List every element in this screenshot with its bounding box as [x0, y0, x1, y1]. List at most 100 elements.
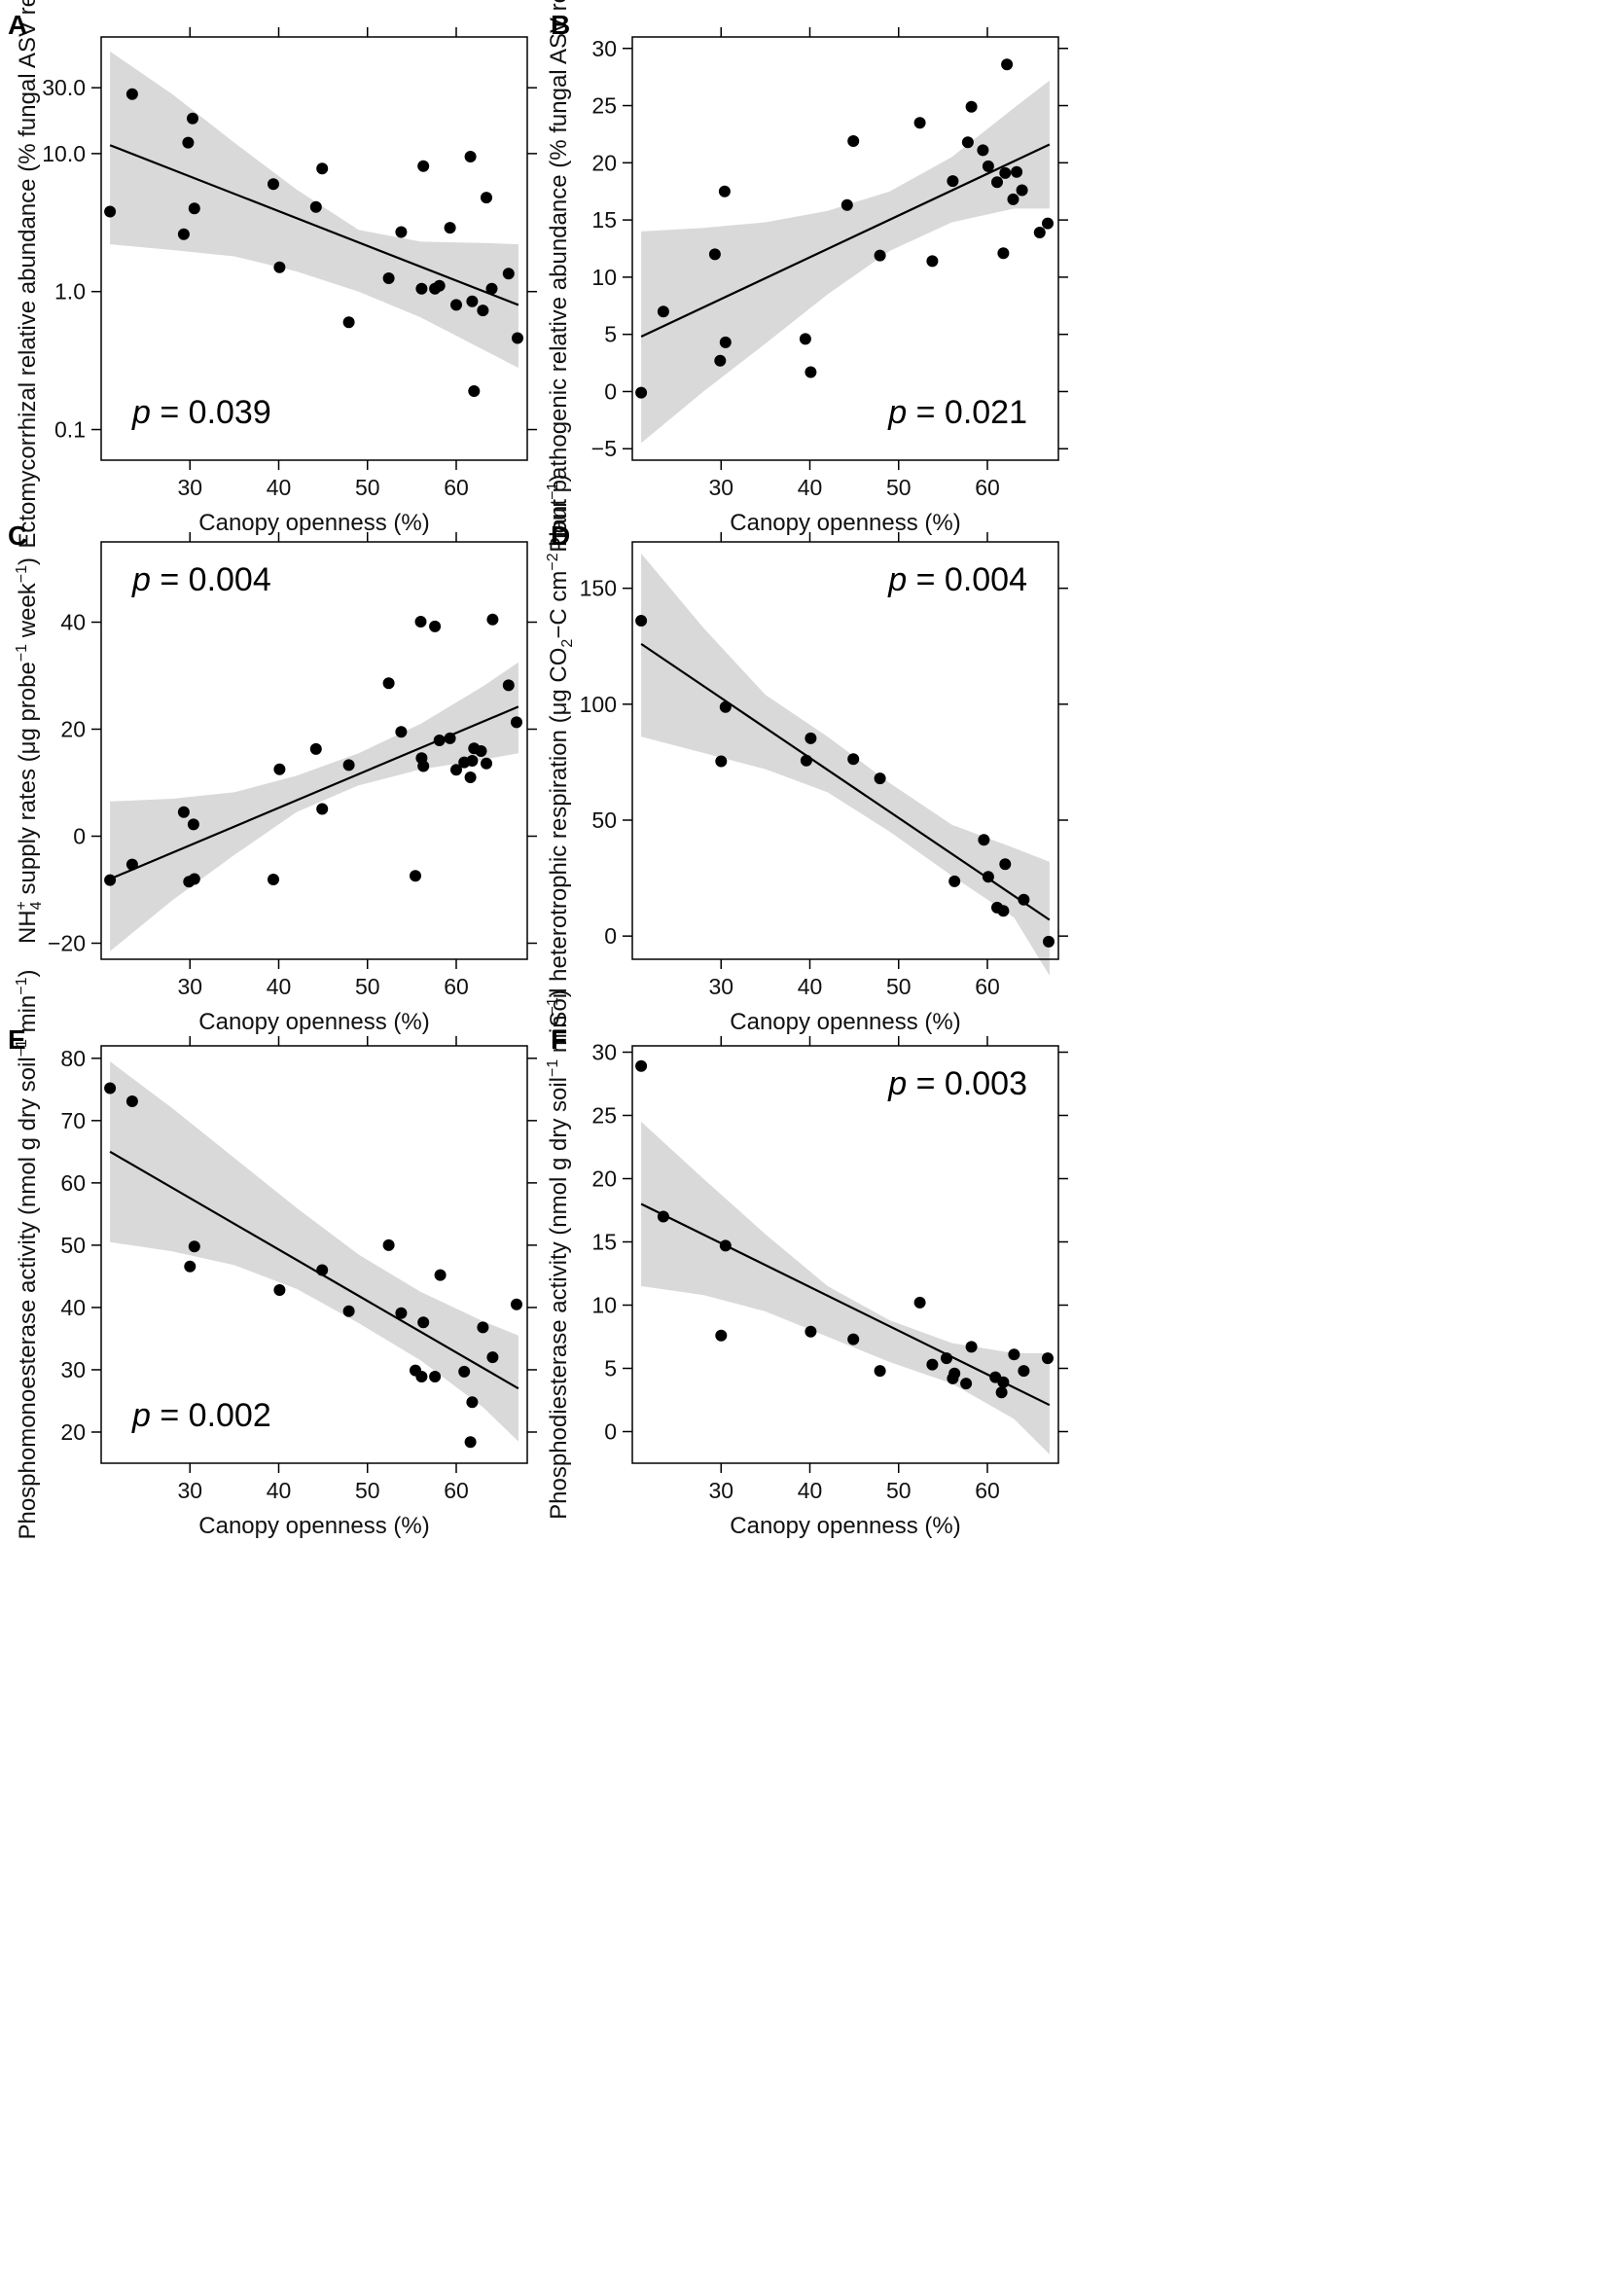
- y-axis-title-part: +: [14, 901, 30, 910]
- data-point: [948, 1367, 961, 1380]
- panel-letter: F: [551, 1024, 567, 1055]
- data-point: [804, 732, 817, 744]
- x-tick-label: 30: [177, 974, 202, 999]
- y-axis-title-part: ): [15, 557, 41, 565]
- y-axis-title-part: min: [546, 1015, 572, 1058]
- y-tick-label: 0: [604, 923, 617, 949]
- y-tick-label: 0.1: [54, 417, 86, 443]
- y-tick-label: 30: [591, 36, 617, 61]
- p-value-label: p = 0.021: [887, 394, 1027, 431]
- data-point: [997, 1376, 1010, 1388]
- data-point: [125, 858, 138, 871]
- data-point: [309, 200, 322, 213]
- data-point: [395, 226, 408, 238]
- data-point: [982, 160, 994, 172]
- data-point: [847, 135, 860, 147]
- y-tick-label: 20: [591, 1166, 617, 1192]
- data-point: [458, 1365, 471, 1378]
- y-tick-label: 5: [604, 322, 617, 347]
- data-point: [433, 279, 446, 292]
- x-tick-label: 40: [798, 1478, 823, 1503]
- y-axis-title-part: 2: [559, 639, 576, 648]
- data-point: [926, 255, 939, 268]
- y-tick-label: 20: [60, 1419, 86, 1445]
- x-tick-label: 50: [355, 475, 380, 500]
- data-point: [1033, 227, 1046, 238]
- data-point: [847, 1333, 860, 1345]
- data-point: [502, 268, 515, 280]
- data-point: [444, 222, 456, 234]
- x-tick-label: 40: [267, 974, 292, 999]
- y-tick-label: 1.0: [54, 279, 86, 305]
- y-axis-title-part: −1: [14, 977, 30, 994]
- regression-line: [640, 642, 1051, 921]
- y-tick-label: 80: [60, 1046, 86, 1071]
- data-point: [511, 1298, 522, 1310]
- x-tick-label: 50: [886, 475, 912, 500]
- confidence-band: [641, 80, 1050, 444]
- data-point: [982, 871, 994, 883]
- panel-letter: A: [8, 10, 27, 40]
- x-tick-label: 30: [177, 475, 202, 500]
- data-point: [177, 228, 190, 240]
- data-point: [273, 261, 286, 273]
- confidence-band: [110, 662, 518, 951]
- panel-e: 30 40 50 60 20 30 40 50 60 70 80 Canopy openness (%…: [8, 969, 537, 1540]
- data-point: [1016, 184, 1028, 197]
- data-point: [466, 755, 479, 767]
- data-point: [708, 248, 721, 261]
- data-point: [268, 874, 279, 885]
- data-point: [1001, 58, 1014, 71]
- data-point: [874, 1365, 886, 1378]
- data-point: [104, 205, 117, 218]
- data-point: [1018, 893, 1030, 906]
- x-tick-label: 40: [798, 475, 823, 500]
- regression-line: [109, 144, 519, 306]
- data-point: [715, 1329, 728, 1342]
- data-point: [417, 760, 430, 772]
- data-point: [847, 753, 860, 766]
- data-point: [799, 333, 811, 345]
- data-point: [382, 1238, 395, 1251]
- data-point: [997, 905, 1010, 917]
- y-axis-title: NH4+ supply rates (μg probe−1 week−1): [14, 557, 45, 944]
- x-axis-title: Canopy openness (%): [198, 510, 429, 536]
- data-point: [125, 88, 138, 100]
- y-axis-title-part: −C cm: [546, 571, 572, 639]
- data-point: [486, 1351, 499, 1364]
- x-axis-title: Canopy openness (%): [198, 1009, 429, 1035]
- data-point: [104, 1082, 117, 1094]
- x-axis-title: Canopy openness (%): [198, 1513, 429, 1539]
- data-point: [188, 202, 200, 215]
- data-point: [1008, 1348, 1020, 1361]
- data-point: [941, 1352, 952, 1365]
- data-point: [999, 858, 1012, 871]
- data-point: [804, 366, 817, 378]
- data-point: [466, 1396, 479, 1409]
- regression-line: [109, 705, 519, 880]
- data-point: [948, 875, 961, 887]
- data-point: [874, 249, 886, 262]
- data-point: [635, 1059, 648, 1072]
- y-tick-label: 0: [604, 1419, 617, 1445]
- data-point: [840, 198, 853, 211]
- data-point: [477, 305, 489, 317]
- data-point: [1042, 1352, 1054, 1365]
- data-point: [184, 1260, 197, 1273]
- data-point: [450, 764, 462, 776]
- y-axis-title-part: ): [546, 989, 572, 997]
- plot-frame: [631, 36, 1059, 461]
- y-axis-title-part: hour: [546, 500, 572, 554]
- y-tick-label: 5: [604, 1356, 617, 1381]
- regression-line: [640, 1202, 1051, 1407]
- data-point: [188, 1240, 200, 1253]
- x-tick-label: 50: [355, 1478, 380, 1503]
- data-point: [481, 192, 492, 204]
- y-tick-label: 40: [60, 1295, 86, 1320]
- data-point: [316, 803, 329, 815]
- y-tick-label: 30.0: [42, 75, 86, 100]
- y-tick-label: 20: [591, 150, 617, 175]
- data-point: [800, 754, 812, 767]
- x-tick-label: 60: [444, 475, 469, 500]
- data-point: [512, 332, 523, 344]
